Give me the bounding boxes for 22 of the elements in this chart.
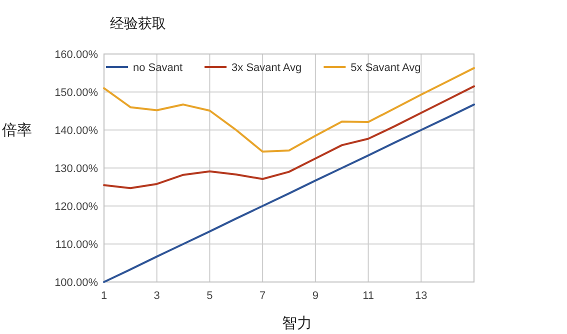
x-tick-label: 13 [415, 290, 428, 302]
y-tick-label: 140.00% [54, 125, 98, 137]
x-tick-label: 1 [100, 290, 108, 302]
line-series [103, 104, 475, 283]
legend-label: 3x Savant Avg [232, 62, 302, 74]
legend-label: no Savant [133, 62, 183, 74]
y-tick-label: 120.00% [54, 201, 98, 213]
y-axis-title: 倍率 [2, 122, 32, 139]
x-tick-label: 9 [312, 290, 318, 302]
y-tick-label: 150.00% [54, 87, 98, 99]
x-axis-title: 智力 [282, 315, 312, 332]
x-tick-label: 5 [206, 290, 213, 302]
line-series [103, 85, 475, 190]
legend-label: 5x Savant Avg [350, 62, 421, 74]
y-tick-label: 130.00% [54, 163, 98, 175]
x-tick-label: 11 [362, 290, 374, 302]
y-tick-label: 110.00% [55, 239, 98, 251]
y-tick-label: 100.00% [54, 277, 98, 289]
y-tick-label: 160.00% [54, 49, 98, 61]
x-tick-label: 3 [154, 290, 160, 302]
chart-title: 经验获取 [110, 15, 166, 31]
x-tick-label: 7 [260, 290, 266, 302]
